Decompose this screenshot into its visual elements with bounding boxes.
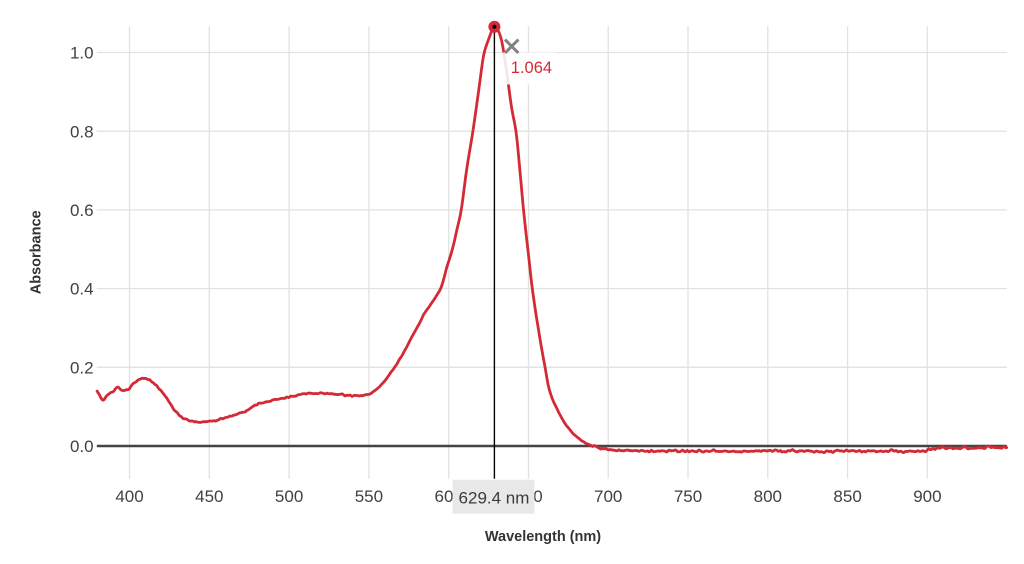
svg-text:750: 750 bbox=[674, 487, 702, 506]
svg-text:1.064: 1.064 bbox=[511, 59, 552, 77]
svg-text:Absorbance: Absorbance bbox=[28, 210, 44, 294]
svg-text:0.0: 0.0 bbox=[70, 437, 94, 456]
svg-text:0.4: 0.4 bbox=[70, 280, 94, 299]
svg-text:0.8: 0.8 bbox=[70, 122, 94, 141]
svg-text:629.4 nm: 629.4 nm bbox=[459, 489, 530, 508]
svg-text:500: 500 bbox=[275, 487, 303, 506]
svg-text:700: 700 bbox=[594, 487, 622, 506]
svg-text:0.2: 0.2 bbox=[70, 358, 94, 377]
svg-text:1.0: 1.0 bbox=[70, 44, 94, 63]
svg-text:900: 900 bbox=[913, 487, 941, 506]
svg-text:800: 800 bbox=[754, 487, 782, 506]
svg-text:450: 450 bbox=[195, 487, 223, 506]
svg-text:0.6: 0.6 bbox=[70, 201, 94, 220]
svg-text:Wavelength (nm): Wavelength (nm) bbox=[485, 529, 601, 545]
svg-text:550: 550 bbox=[355, 487, 383, 506]
svg-text:400: 400 bbox=[115, 487, 143, 506]
svg-text:850: 850 bbox=[833, 487, 861, 506]
